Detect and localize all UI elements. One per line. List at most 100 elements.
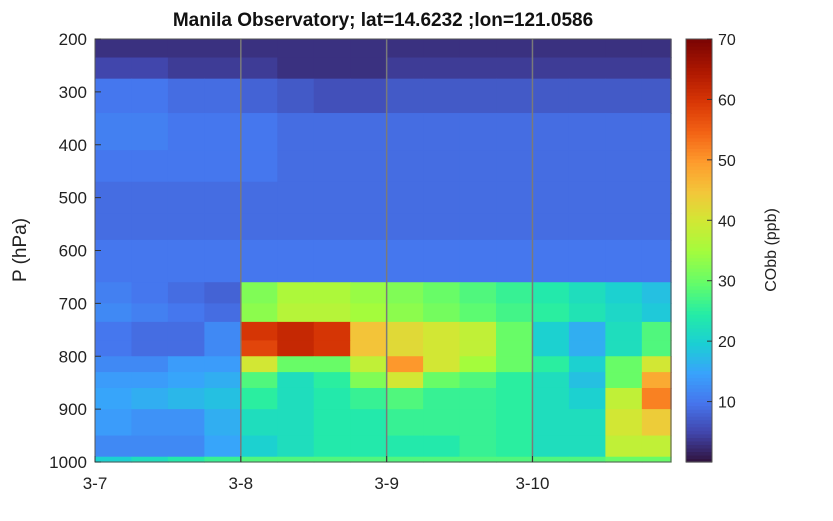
colorbar-strip [686, 130, 712, 135]
colorbar-tick-label: 40 [718, 213, 736, 230]
colorbar-strip [686, 91, 712, 97]
colorbar-strip [686, 380, 712, 386]
heatmap-cell [386, 113, 424, 151]
heatmap-cell [568, 303, 606, 323]
heatmap-cell [204, 356, 242, 373]
heatmap-cell [605, 303, 643, 323]
heatmap-cell [641, 181, 672, 215]
heatmap-cell [240, 39, 278, 59]
heatmap-cell [386, 39, 424, 59]
heatmap-cell [641, 387, 672, 410]
heatmap-cell [313, 409, 351, 437]
heatmap-cell [568, 409, 606, 437]
heatmap-cell [95, 340, 133, 357]
heatmap-cell [641, 261, 672, 283]
heatmap-cell [641, 39, 672, 59]
heatmap-cell [167, 356, 205, 373]
day-separator-lines [240, 39, 534, 462]
heatmap-cell [350, 150, 388, 183]
heatmap-cell [350, 261, 388, 283]
heatmap-cell [496, 372, 534, 389]
colorbar-strip [686, 172, 712, 178]
heatmap-cell [568, 261, 606, 283]
heatmap-cell [605, 150, 643, 183]
heatmap-cell [167, 213, 205, 241]
heatmap-cell [423, 113, 461, 151]
heatmap-cell [459, 321, 497, 341]
heatmap-cell [641, 340, 672, 357]
heatmap-cell [131, 387, 169, 410]
colorbar-strip [686, 144, 712, 149]
heatmap-cell [277, 181, 315, 215]
colorbar-strip [686, 74, 712, 79]
heatmap-cell [167, 303, 205, 323]
heatmap-cell [350, 181, 388, 215]
heatmap-cell [386, 321, 424, 341]
heatmap-cell [496, 456, 534, 463]
heatmap-cell [568, 456, 606, 463]
heatmap-cell [641, 321, 672, 341]
heatmap-cell [95, 282, 133, 304]
heatmap-cell [641, 303, 672, 323]
heatmap-cell [131, 435, 169, 458]
heatmap-cell [532, 321, 570, 341]
colorbar-strip [686, 458, 712, 463]
heatmap-cell [641, 78, 672, 114]
heatmap-cell [568, 181, 606, 215]
heatmap-cell [496, 282, 534, 304]
heatmap-cell [277, 356, 315, 373]
heatmap-cell [641, 57, 672, 80]
heatmap-cell [350, 321, 388, 341]
heatmap-cell [568, 239, 606, 262]
colorbar-strip [686, 215, 712, 220]
heatmap-cell [277, 409, 315, 437]
heatmap-cell [95, 57, 133, 80]
heatmap-cell [167, 321, 205, 341]
heatmap-cell [605, 387, 643, 410]
colorbar-strip [686, 81, 712, 86]
heatmap-cell [167, 387, 205, 410]
heatmap-cell [131, 39, 169, 59]
heatmap-cell [350, 78, 388, 114]
colorbar-strip [686, 222, 712, 227]
heatmap-cell [641, 282, 672, 304]
heatmap-cell [605, 181, 643, 215]
heatmap-cell [277, 239, 315, 262]
heatmap-cell [350, 340, 388, 357]
heatmap-cell [386, 282, 424, 304]
colorbar-strip [686, 359, 712, 364]
heatmap-cell [605, 356, 643, 373]
heatmap-cell [496, 356, 534, 373]
heatmap-cell [240, 340, 278, 357]
colorbar-strip [686, 53, 712, 58]
heatmap-cell [131, 409, 169, 437]
heatmap-cell [496, 213, 534, 241]
heatmap-cell [240, 435, 278, 458]
heatmap-cell [423, 372, 461, 389]
heatmap-cell [605, 435, 643, 458]
heatmap-cell [423, 387, 461, 410]
heatmap-cell [386, 78, 424, 114]
heatmap-cell [167, 150, 205, 183]
colorbar-strip [686, 416, 712, 421]
heatmap-cell [641, 213, 672, 241]
heatmap-cell [204, 181, 242, 215]
heatmap-cell [95, 181, 133, 215]
heatmap-cell [641, 456, 672, 463]
colorbar-strip [686, 254, 712, 259]
colorbar-strip [686, 271, 712, 276]
heatmap-cell [277, 57, 315, 80]
heatmap-cell [167, 435, 205, 458]
heatmap-cell [568, 39, 606, 59]
heatmap-cell [386, 387, 424, 410]
heatmap-cell [641, 239, 672, 262]
heatmap-cell [350, 282, 388, 304]
colorbar-strip [686, 67, 712, 72]
colorbar-strip [686, 39, 712, 44]
colorbar-strip [686, 289, 712, 294]
heatmap-cell [167, 456, 205, 463]
colorbar-tick-label: 20 [718, 334, 736, 351]
heatmap-cell [313, 282, 351, 304]
heatmap-cell [386, 213, 424, 241]
